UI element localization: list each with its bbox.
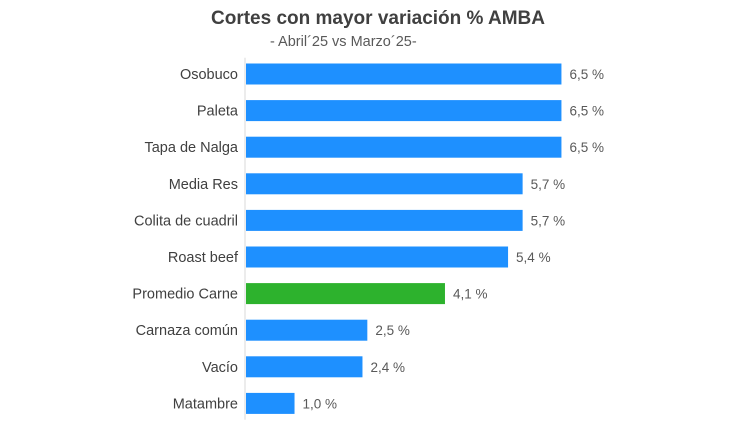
- data-label: 2,5 %: [375, 323, 410, 338]
- data-label: 5,7 %: [531, 177, 566, 192]
- category-label: Vacío: [202, 360, 238, 376]
- bar: [246, 246, 509, 268]
- category-label: Paleta: [197, 104, 239, 120]
- category-label: Carnaza común: [136, 323, 238, 339]
- data-label: 6,5 %: [569, 67, 604, 82]
- category-label: Osobuco: [180, 67, 238, 83]
- bar: [246, 100, 562, 122]
- category-label: Promedio Carne: [132, 287, 238, 303]
- category-label: Media Res: [169, 177, 238, 193]
- category-label: Tapa de Nalga: [144, 140, 238, 156]
- bar: [246, 173, 523, 195]
- data-label: 4,1 %: [453, 287, 488, 302]
- bar: [246, 319, 368, 341]
- category-label: Roast beef: [168, 250, 239, 266]
- chart-subtitle: - Abril´25 vs Marzo´25-: [270, 34, 417, 50]
- bar: [246, 356, 363, 378]
- data-label: 5,7 %: [531, 213, 566, 228]
- bar: [246, 392, 295, 414]
- data-label: 2,4 %: [370, 360, 405, 375]
- data-label: 1,0 %: [303, 396, 338, 411]
- bar: [246, 136, 562, 158]
- data-label: 6,5 %: [569, 104, 604, 119]
- data-label: 6,5 %: [569, 140, 604, 155]
- bar: [246, 63, 562, 85]
- highlight-bar: [246, 283, 445, 305]
- category-label: Matambre: [173, 396, 238, 412]
- category-label: Colita de cuadril: [134, 213, 238, 229]
- chart-title: Cortes con mayor variación % AMBA: [211, 8, 545, 29]
- bar: [246, 209, 523, 231]
- data-label: 5,4 %: [516, 250, 551, 265]
